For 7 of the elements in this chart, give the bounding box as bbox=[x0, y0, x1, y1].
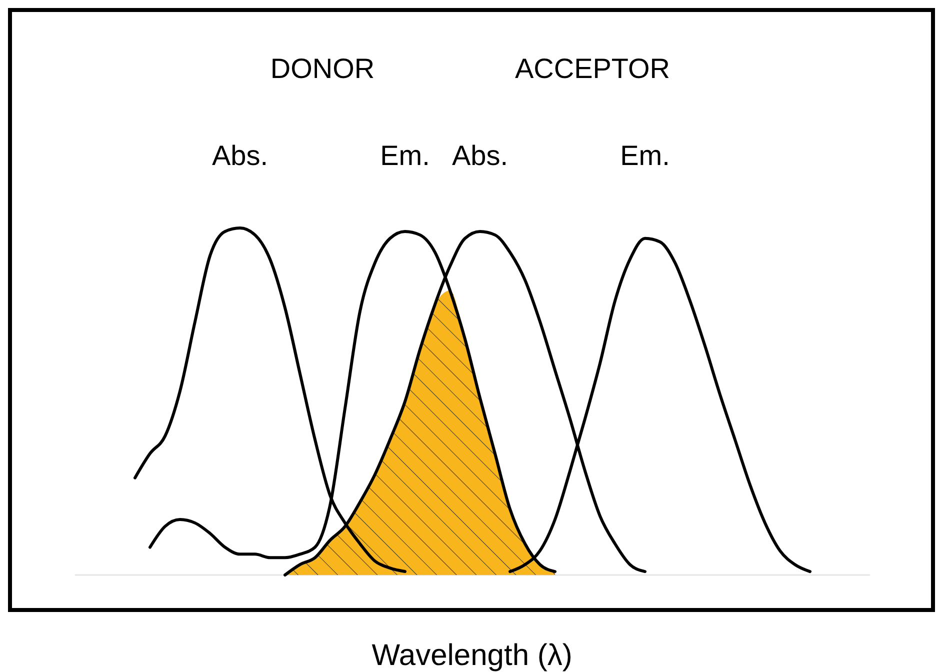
text: Abs. bbox=[212, 140, 268, 171]
text: ACCEPTOR bbox=[514, 53, 670, 84]
text: Em. bbox=[380, 140, 430, 171]
x-axis-title: Wavelength (λ) bbox=[372, 639, 572, 672]
text: Abs. bbox=[452, 140, 508, 171]
text: DONOR bbox=[270, 53, 375, 84]
text: Em. bbox=[620, 140, 670, 171]
